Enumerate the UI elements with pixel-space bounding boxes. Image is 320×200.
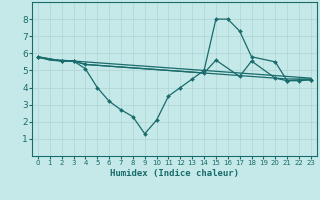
X-axis label: Humidex (Indice chaleur): Humidex (Indice chaleur): [110, 169, 239, 178]
